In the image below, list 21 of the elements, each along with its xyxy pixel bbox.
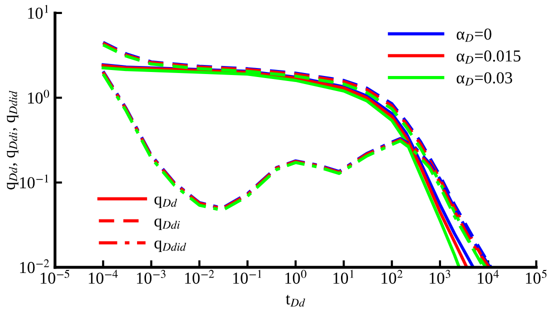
x-tick-label: 10$^{4}$ bbox=[478, 270, 499, 284]
x-tick-label: 10$^{3}$ bbox=[430, 270, 450, 284]
y-axis-title: q$_{Dd}$, q$_{Ddi}$, q$_{Ddid}$ bbox=[6, 90, 18, 190]
x-tick-label: 10$^{0}$ bbox=[285, 270, 306, 284]
annotation: q$_{Dd}$ bbox=[154, 196, 178, 208]
y-tick-label: 10$^{−1}$ bbox=[20, 174, 48, 188]
y-tick-label: 10$^{1}$ bbox=[28, 4, 48, 19]
x-tick-label: 10$^{−2}$ bbox=[185, 270, 214, 284]
x-tick-label: 10$^{−3}$ bbox=[136, 270, 166, 284]
x-tick-label: 10$^{−1}$ bbox=[233, 270, 262, 284]
x-tick-label: 10$^{1}$ bbox=[333, 270, 354, 284]
x-axis-title: t$_{Dd}$ bbox=[286, 294, 306, 307]
annotation: q$_{Ddid}$ bbox=[154, 240, 186, 252]
legend-label: α$_{D}$=0.015 bbox=[456, 50, 520, 64]
x-tick-label: 10$^{5}$ bbox=[526, 270, 547, 284]
legend-label: α$_{D}$=0.03 bbox=[456, 72, 512, 86]
annotation: q$_{Ddi}$ bbox=[154, 218, 180, 230]
y-tick-label: 10$^{0}$ bbox=[28, 90, 50, 104]
x-tick-label: 10$^{−4}$ bbox=[88, 270, 118, 284]
legend-label: α$_{D}$=0 bbox=[456, 28, 492, 42]
x-tick-label: 10$^{2}$ bbox=[382, 270, 403, 284]
